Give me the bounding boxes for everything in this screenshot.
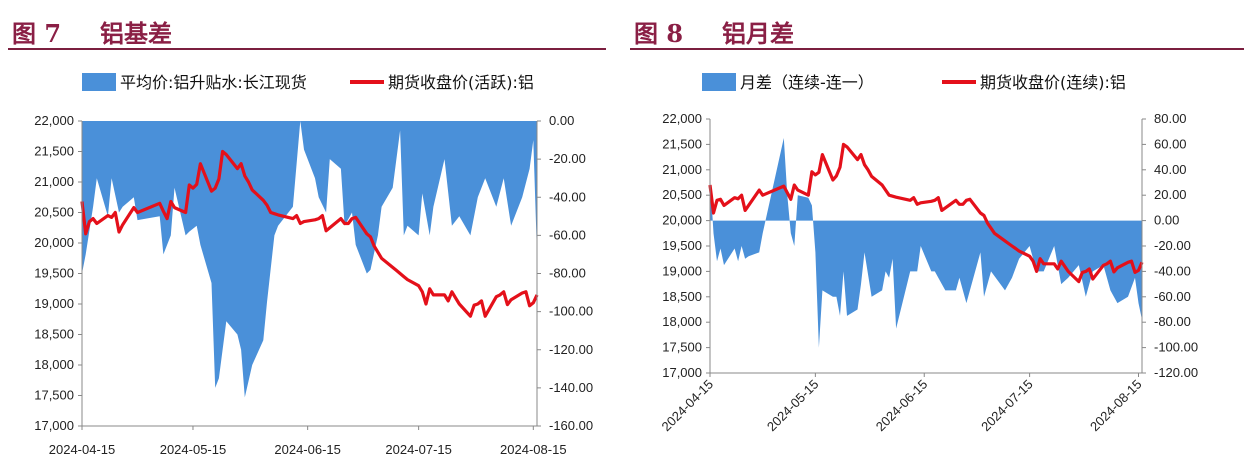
left-tick-label: 19,000: [34, 296, 74, 311]
left-tick-label: 20,500: [34, 205, 74, 220]
chart-panel-aluminum-spread: 图 8 铝月差 22,000 21,500 21,000 20,500 20,000 19…: [622, 0, 1250, 469]
area-series: [82, 121, 537, 398]
left-tick-label: 21,500: [34, 144, 74, 159]
chart-title: 铝月差: [722, 19, 794, 48]
right-tick-label: 20.00: [1154, 187, 1187, 202]
figure-number: 图 8: [634, 19, 684, 48]
right-tick-label: -100.00: [549, 304, 593, 319]
right-tick-label: 0.00: [549, 113, 574, 128]
area-series: [710, 138, 1142, 348]
left-tick-label: 22,000: [34, 113, 74, 128]
left-tick-label: 20,000: [34, 235, 74, 250]
chart-title-bar: 图 7 铝基差: [8, 8, 606, 50]
right-tick-label: -140.00: [549, 380, 593, 395]
left-tick-label: 18,500: [34, 327, 74, 342]
right-tick-label: -80.00: [549, 266, 586, 281]
left-tick-label: 19,500: [662, 238, 702, 253]
right-tick-label: -60.00: [1154, 289, 1191, 304]
left-tick-label: 17,000: [34, 418, 74, 433]
legend-label-area: 月差（连续-连一）: [740, 73, 874, 92]
legend-label-line: 期货收盘价(活跃):铝: [388, 73, 534, 92]
left-tick-label: 18,000: [662, 314, 702, 329]
right-tick-label: 80.00: [1154, 111, 1187, 126]
line-series: [708, 142, 1144, 284]
legend-swatch-area: [702, 73, 736, 91]
chart-panel-aluminum-basis: 图 7 铝基差 22,000 21,500 21,000 20,500 20,000 19…: [0, 0, 612, 469]
x-tick-label: 2024-07-15: [978, 377, 1036, 435]
x-tick-label: 2024-06-15: [274, 442, 341, 457]
right-tick-label: -100.00: [1154, 340, 1198, 355]
right-tick-label: -160.00: [549, 418, 593, 433]
left-tick-label: 20,000: [662, 213, 702, 228]
left-tick-label: 22,000: [662, 111, 702, 126]
x-tick-label: 2024-08-15: [1087, 377, 1145, 435]
right-tick-label: -120.00: [1154, 365, 1198, 380]
left-tick-label: 19,000: [662, 263, 702, 278]
legend-swatch-area: [82, 73, 116, 91]
left-tick-label: 18,000: [34, 357, 74, 372]
line-series: [80, 149, 539, 318]
left-tick-label: 17,500: [662, 340, 702, 355]
left-tick-label: 18,500: [662, 289, 702, 304]
legend-label-line: 期货收盘价(连续):铝: [980, 73, 1126, 92]
left-tick-label: 20,500: [662, 187, 702, 202]
x-tick-label: 2024-04-15: [49, 442, 116, 457]
right-tick-label: 0.00: [1154, 213, 1179, 228]
legend-label-area: 平均价:铝升贴水:长江现货: [120, 73, 307, 92]
left-tick-label: 17,500: [34, 388, 74, 403]
right-tick-label: -120.00: [549, 342, 593, 357]
x-tick-label: 2024-05-15: [160, 442, 227, 457]
right-tick-label: -60.00: [549, 227, 586, 242]
left-tick-label: 17,000: [662, 365, 702, 380]
chart-title-bar: 图 8 铝月差: [630, 8, 1244, 50]
x-tick-label: 2024-05-15: [764, 377, 822, 435]
x-tick-label: 2024-04-15: [658, 377, 716, 435]
left-tick-label: 19,500: [34, 266, 74, 281]
right-tick-label: -20.00: [1154, 238, 1191, 253]
left-tick-label: 21,500: [662, 136, 702, 151]
chart-plot: 22,000 21,500 21,000 20,500 20,000 19,500 19,0…: [658, 73, 1198, 435]
x-tick-label: 2024-07-15: [385, 442, 452, 457]
right-tick-label: 40.00: [1154, 162, 1187, 177]
right-tick-label: -40.00: [1154, 263, 1191, 278]
left-tick-label: 21,000: [34, 174, 74, 189]
right-tick-label: -40.00: [549, 189, 586, 204]
right-tick-label: -20.00: [549, 151, 586, 166]
left-tick-label: 21,000: [662, 162, 702, 177]
x-tick-label: 2024-06-15: [873, 377, 931, 435]
right-tick-label: 60.00: [1154, 136, 1187, 151]
figure-number: 图 7: [12, 19, 62, 48]
chart-plot: 22,000 21,500 21,000 20,500 20,000 19,500 19,0…: [34, 73, 593, 457]
x-tick-label: 2024-08-15: [500, 442, 567, 457]
chart-title: 铝基差: [100, 19, 172, 48]
right-tick-label: -80.00: [1154, 314, 1191, 329]
